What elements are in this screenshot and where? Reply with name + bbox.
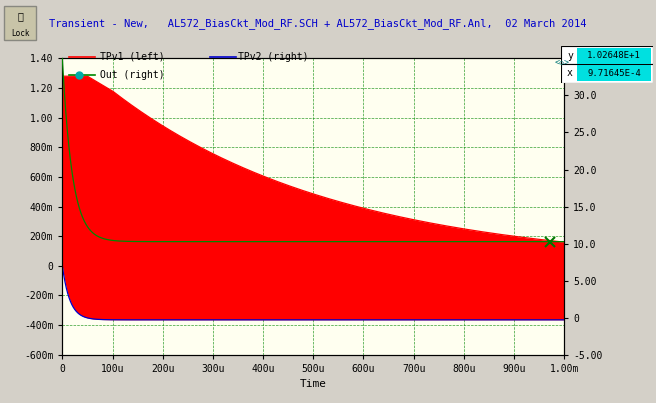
Text: TPv2 (right): TPv2 (right) bbox=[238, 52, 308, 62]
Text: <◇>: <◇> bbox=[555, 58, 569, 67]
Text: y: y bbox=[567, 51, 573, 61]
Bar bbox=[577, 48, 651, 64]
Text: Transient - New,   AL572_BiasCkt_Mod_RF.SCH + AL572_BiasCkt_Mod_RF.Anl,  02 Marc: Transient - New, AL572_BiasCkt_Mod_RF.SC… bbox=[49, 18, 586, 29]
Text: x: x bbox=[567, 68, 573, 78]
Bar bbox=[577, 65, 651, 81]
Text: 9.71645E-4: 9.71645E-4 bbox=[587, 69, 641, 78]
Bar bbox=[561, 64, 653, 83]
Text: TPv1 (left): TPv1 (left) bbox=[100, 52, 165, 62]
X-axis label: Time: Time bbox=[300, 379, 327, 389]
Text: Lock: Lock bbox=[11, 29, 30, 38]
Text: 🔒: 🔒 bbox=[18, 11, 23, 21]
FancyBboxPatch shape bbox=[5, 6, 36, 40]
Text: Out (right): Out (right) bbox=[100, 70, 165, 80]
Text: 1.02648E+1: 1.02648E+1 bbox=[587, 51, 641, 60]
Bar bbox=[561, 46, 653, 64]
